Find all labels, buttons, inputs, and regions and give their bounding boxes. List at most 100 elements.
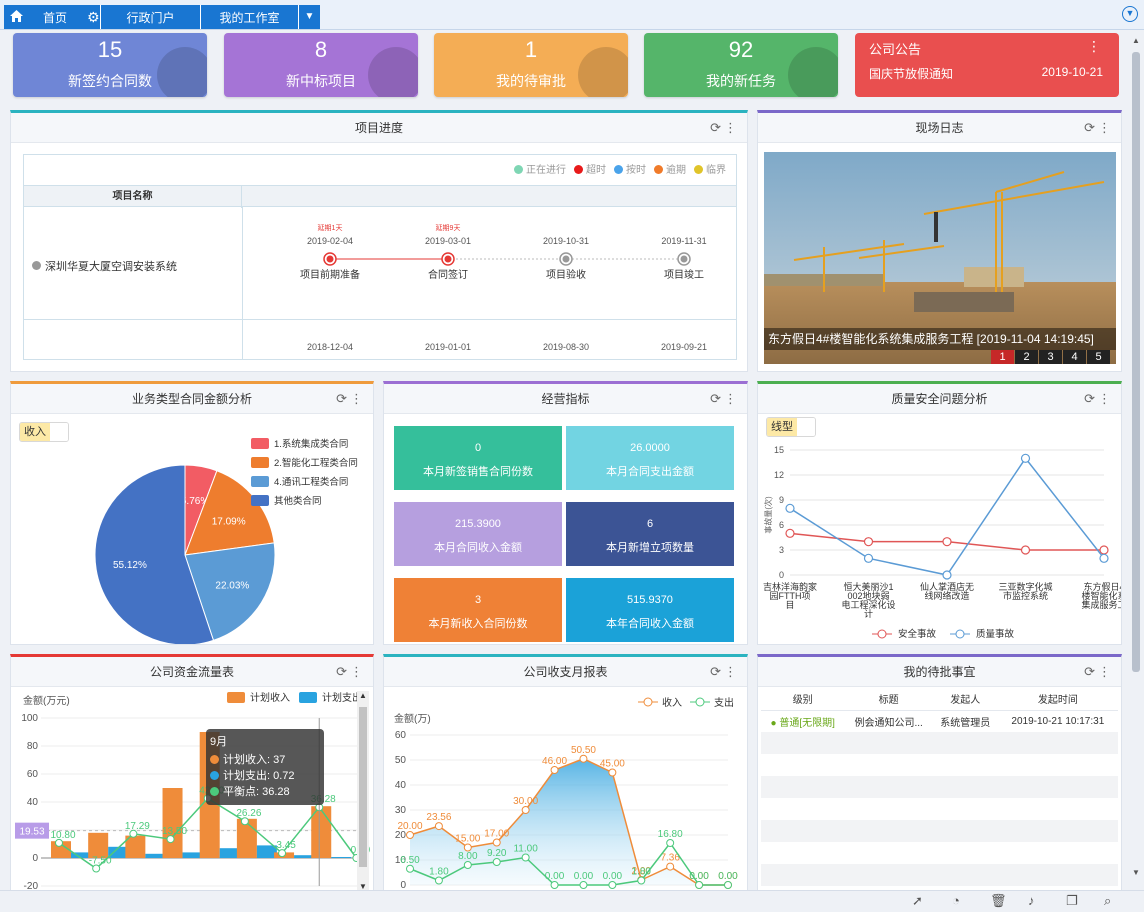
expense-bar[interactable] (219, 848, 240, 858)
kpi-tile[interactable]: 26.0000 本月合同支出金额 (566, 426, 734, 490)
more-vertical-icon[interactable]: ⋮ (1098, 664, 1111, 679)
pie-slice[interactable] (94, 464, 215, 645)
more-vertical-icon[interactable]: ⋮ (1098, 391, 1111, 406)
expense-bar[interactable] (331, 856, 352, 858)
cell-title[interactable]: 例会通知公司... (854, 717, 923, 729)
pager-page-3[interactable]: 3 (1039, 350, 1062, 364)
data-point[interactable] (666, 839, 675, 847)
legend-marker[interactable] (251, 438, 269, 449)
more-vertical-icon[interactable]: ⋮ (724, 664, 737, 679)
refresh-icon[interactable]: ⟳ (710, 391, 721, 406)
chevron-down-icon[interactable]: ▼ (359, 882, 367, 891)
tab-admin-portal[interactable]: 行政门户 (100, 5, 200, 29)
refresh-icon[interactable]: ⟳ (1084, 664, 1095, 679)
refresh-icon[interactable]: ⟳ (710, 120, 721, 135)
more-vertical-icon[interactable]: ⋮ (724, 391, 737, 406)
data-point[interactable] (942, 537, 952, 547)
data-point[interactable] (550, 881, 559, 889)
refresh-icon[interactable]: ⟳ (336, 391, 347, 406)
data-point[interactable] (724, 881, 732, 889)
data-point[interactable] (785, 528, 795, 538)
expense-bar[interactable] (71, 852, 91, 858)
data-point[interactable] (1020, 453, 1031, 463)
line-type-toggle[interactable]: 线型 (766, 417, 816, 437)
kpi-tile[interactable]: 515.9370 本年合同收入金额 (566, 578, 734, 642)
stat-card-new-tasks[interactable]: 92 我的新任务 (644, 33, 838, 97)
data-point[interactable] (579, 754, 588, 763)
data-point[interactable] (637, 876, 646, 885)
pie-slice[interactable] (184, 542, 276, 642)
data-point[interactable] (521, 853, 530, 862)
legend-marker[interactable] (251, 476, 269, 487)
scrollbar-thumb[interactable] (1132, 52, 1140, 672)
expense-bar[interactable] (294, 855, 315, 858)
data-point[interactable] (579, 881, 588, 889)
kpi-tile[interactable]: 0 本月新签销售合同份数 (394, 426, 562, 490)
data-point[interactable] (1020, 545, 1031, 555)
legend-label[interactable]: 计划支出 (322, 691, 362, 704)
income-bar[interactable] (125, 835, 146, 858)
refresh-icon[interactable]: ⟳ (710, 664, 721, 679)
rocket-icon[interactable]: ➚ (912, 893, 923, 908)
speed-icon[interactable]: ◔ (952, 893, 960, 908)
income-bar[interactable] (88, 832, 109, 858)
refresh-icon[interactable]: ⟳ (336, 664, 347, 679)
table-row[interactable]: ● 普通[无限期] 例会通知公司... 系统管理员 2019-10-21 10:17:… (761, 710, 1118, 732)
refresh-icon[interactable]: ⟳ (1084, 120, 1095, 135)
chart-scrollbar[interactable]: ▲ ▼ (357, 691, 369, 891)
more-vertical-icon[interactable]: ⋮ (1087, 38, 1101, 54)
tab-home[interactable]: 首页 ⚙ (4, 5, 100, 29)
kpi-tile[interactable]: 6 本月新增立项数量 (566, 502, 734, 566)
data-point[interactable] (406, 831, 414, 839)
stat-card-pending-approval[interactable]: 1 我的待审批 (434, 33, 628, 97)
balance-point[interactable] (278, 849, 287, 858)
legend-label[interactable]: 支出 (714, 696, 734, 709)
balance-point[interactable] (240, 817, 249, 826)
refresh-icon[interactable]: ⟳ (1084, 391, 1095, 406)
data-point[interactable] (942, 570, 952, 580)
kpi-tile[interactable]: 3 本月新收入合同份数 (394, 578, 562, 642)
collapse-chevron-icon[interactable]: ▼ (1122, 6, 1138, 22)
legend-marker[interactable] (251, 495, 269, 506)
tabs-more-chevron-icon[interactable]: ▼ (298, 5, 320, 29)
legend-label[interactable]: 收入 (662, 696, 682, 709)
gear-icon[interactable]: ⚙ (87, 8, 100, 25)
stat-card-new-contracts[interactable]: 15 新签约合同数 (13, 33, 207, 97)
balance-point[interactable] (92, 864, 101, 873)
volume-icon[interactable]: ♪ (1028, 893, 1035, 908)
legend-label[interactable]: 质量事故 (976, 628, 1015, 640)
data-point[interactable] (1099, 553, 1109, 563)
data-point[interactable] (406, 864, 414, 873)
site-photo[interactable]: 东方假日4#楼智能化系统集成服务工程 [2019-11-04 14:19:45]… (764, 152, 1116, 364)
expense-bar[interactable] (108, 846, 129, 858)
more-vertical-icon[interactable]: ⋮ (350, 391, 363, 406)
data-point[interactable] (434, 822, 443, 831)
more-vertical-icon[interactable]: ⋮ (350, 664, 363, 679)
income-bar[interactable] (162, 788, 183, 858)
income-toggle[interactable]: 收入 (19, 422, 69, 442)
legend-marker[interactable] (251, 457, 269, 468)
data-point[interactable] (492, 858, 501, 866)
income-bar[interactable] (311, 806, 332, 858)
data-point[interactable] (550, 766, 559, 774)
tab-my-studio[interactable]: 我的工作室 (200, 5, 298, 29)
pager-page-5[interactable]: 5 (1087, 350, 1110, 364)
data-point[interactable] (1099, 545, 1109, 555)
legend-marker[interactable] (299, 692, 317, 703)
expense-bar[interactable] (145, 853, 166, 858)
page-scrollbar[interactable]: ▲ ▼ (1130, 32, 1142, 882)
data-point[interactable] (434, 876, 443, 885)
data-point[interactable] (666, 862, 675, 871)
more-vertical-icon[interactable]: ⋮ (1098, 120, 1111, 135)
data-point[interactable] (463, 861, 472, 869)
notice-item-link[interactable]: 国庆节放假通知 (869, 67, 954, 81)
legend-label[interactable]: 1.系统集成类合同 (274, 438, 348, 450)
data-point[interactable] (608, 881, 617, 889)
balance-point[interactable] (166, 835, 175, 844)
pager-page-2[interactable]: 2 (1015, 350, 1038, 364)
legend-label[interactable]: 其他类合同 (274, 495, 322, 507)
search-icon[interactable]: ⌕ (1104, 893, 1112, 908)
pager-page-1[interactable]: 1 (991, 350, 1014, 364)
data-point[interactable] (785, 503, 795, 513)
pager-page-4[interactable]: 4 (1063, 350, 1086, 364)
